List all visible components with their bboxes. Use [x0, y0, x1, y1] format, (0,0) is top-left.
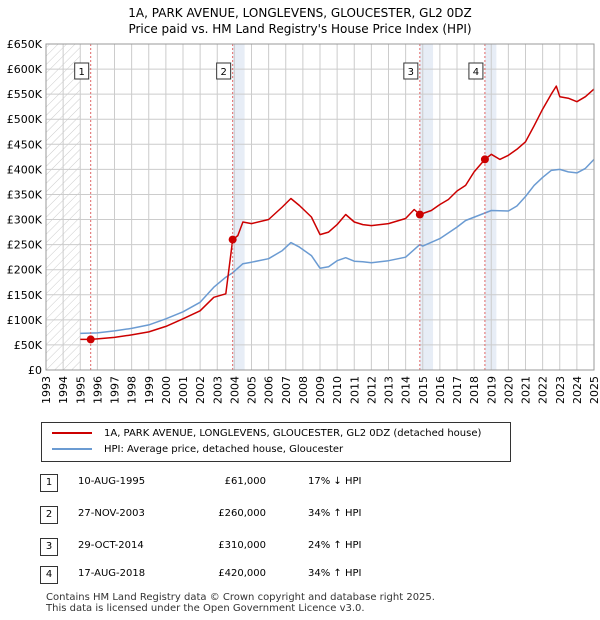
x-tick-label: 1996	[91, 376, 104, 404]
x-tick-label: 2010	[331, 376, 344, 404]
sale-number-badge: 2	[40, 506, 58, 524]
x-tick-label: 2025	[588, 376, 600, 404]
x-tick-label: 2007	[280, 376, 293, 404]
x-tick-label: 1993	[40, 376, 53, 404]
sale-price: £260,000	[218, 508, 266, 519]
y-tick-label: £150K	[7, 289, 43, 302]
chart-subtitle: Price paid vs. HM Land Registry's House …	[128, 22, 472, 36]
legend-item-property: 1A, PARK AVENUE, LONGLEVENS, GLOUCESTER,…	[52, 426, 481, 442]
sale-number-badge: 1	[40, 474, 58, 492]
legend-item-hpi: HPI: Average price, detached house, Glou…	[52, 442, 343, 458]
x-tick-label: 2023	[554, 376, 567, 404]
sale-price: £420,000	[218, 568, 266, 579]
x-tick-label: 2001	[177, 376, 190, 404]
sale-date: 10-AUG-1995	[78, 476, 146, 487]
y-tick-label: £250K	[7, 239, 43, 252]
x-tick-label: 2009	[314, 376, 327, 404]
sale-hpi-comparison: 34% ↑ HPI	[308, 508, 362, 519]
shaded-period	[419, 44, 434, 370]
y-tick-label: £400K	[7, 163, 43, 176]
y-tick-label: £350K	[7, 188, 43, 201]
footer-copyright: Contains HM Land Registry data © Crown c…	[46, 592, 435, 603]
sale-point	[86, 335, 95, 344]
y-tick-label: £50K	[14, 339, 43, 352]
y-tick-label: £550K	[7, 88, 43, 101]
sale-row: 2 27-NOV-2003 £260,000 34% ↑ HPI	[40, 506, 400, 526]
x-tick-label: 2013	[383, 376, 396, 404]
chart-legend: 1A, PARK AVENUE, LONGLEVENS, GLOUCESTER,…	[41, 422, 511, 462]
sale-point	[480, 155, 489, 164]
x-tick-label: 1994	[57, 376, 70, 404]
x-tick-label: 1998	[126, 376, 139, 404]
sale-hpi-comparison: 17% ↓ HPI	[308, 476, 362, 487]
x-tick-label: 2006	[263, 376, 276, 404]
y-tick-label: £450K	[7, 138, 43, 151]
x-tick-label: 2024	[571, 376, 584, 404]
sale-price: £61,000	[224, 476, 266, 487]
sale-point	[415, 210, 424, 219]
plot-frame	[45, 43, 595, 371]
sale-date: 29-OCT-2014	[78, 540, 144, 551]
legend-label-property: 1A, PARK AVENUE, LONGLEVENS, GLOUCESTER,…	[104, 428, 482, 439]
sale-point	[228, 235, 237, 244]
sale-date: 17-AUG-2018	[78, 568, 146, 579]
x-tick-label: 2000	[160, 376, 173, 404]
y-tick-label: £200K	[7, 264, 43, 277]
sale-date: 27-NOV-2003	[78, 508, 145, 519]
y-tick-label: £600K	[7, 63, 43, 76]
sale-hpi-comparison: 24% ↑ HPI	[308, 540, 362, 551]
hpi-line	[80, 158, 595, 335]
x-tick-label: 2021	[520, 376, 533, 404]
sale-row: 4 17-AUG-2018 £420,000 34% ↑ HPI	[40, 566, 400, 586]
x-tick-label: 1997	[109, 376, 122, 404]
shaded-period	[484, 44, 497, 370]
x-tick-label: 1999	[143, 376, 156, 404]
y-tick-label: £100K	[7, 314, 43, 327]
sale-hpi-comparison: 34% ↑ HPI	[308, 568, 362, 579]
x-tick-label: 2014	[400, 376, 413, 404]
x-tick-label: 2017	[451, 376, 464, 404]
x-tick-label: 2008	[297, 376, 310, 404]
sale-number-badge: 3	[40, 538, 58, 556]
y-tick-label: £0	[28, 364, 42, 377]
y-tick-label: £300K	[7, 214, 43, 227]
legend-swatch-property	[52, 432, 92, 434]
legend-swatch-hpi	[52, 448, 92, 450]
x-tick-label: 2003	[211, 376, 224, 404]
x-tick-label: 2015	[417, 376, 430, 404]
x-tick-label: 2012	[365, 376, 378, 404]
y-tick-label: £650K	[7, 38, 43, 51]
sale-marker-box	[74, 62, 90, 80]
footer-license: This data is licensed under the Open Gov…	[46, 603, 365, 614]
x-tick-label: 2020	[502, 376, 515, 404]
sale-marker-label: 2	[220, 67, 226, 78]
x-tick-label: 2004	[228, 376, 241, 404]
sale-marker-box	[468, 62, 484, 80]
property-price-line	[80, 85, 595, 341]
x-tick-label: 2022	[537, 376, 550, 404]
x-tick-label: 2018	[468, 376, 481, 404]
sale-row: 3 29-OCT-2014 £310,000 24% ↑ HPI	[40, 538, 400, 558]
x-tick-label: 2016	[434, 376, 447, 404]
shaded-period	[232, 44, 245, 370]
sale-marker-box	[403, 62, 419, 80]
sale-row: 1 10-AUG-1995 £61,000 17% ↓ HPI	[40, 474, 400, 494]
x-tick-label: 2002	[194, 376, 207, 404]
x-tick-label: 1995	[74, 376, 87, 404]
sale-number-badge: 4	[40, 566, 58, 584]
y-tick-label: £500K	[7, 113, 43, 126]
legend-label-hpi: HPI: Average price, detached house, Glou…	[104, 444, 344, 455]
x-tick-label: 2019	[485, 376, 498, 404]
chart-title: 1A, PARK AVENUE, LONGLEVENS, GLOUCESTER,…	[128, 6, 472, 20]
sale-marker-label: 3	[408, 67, 414, 78]
x-tick-label: 2005	[246, 376, 259, 404]
sale-marker-box	[216, 62, 232, 80]
price-chart: 1 2 3 4 £0 £50K £100K £150K £200K £250K £300K £350…	[7, 38, 600, 404]
sale-price: £310,000	[218, 540, 266, 551]
x-tick-label: 2011	[348, 376, 361, 404]
sale-marker-label: 4	[473, 67, 479, 78]
sale-marker-label: 1	[79, 67, 85, 78]
